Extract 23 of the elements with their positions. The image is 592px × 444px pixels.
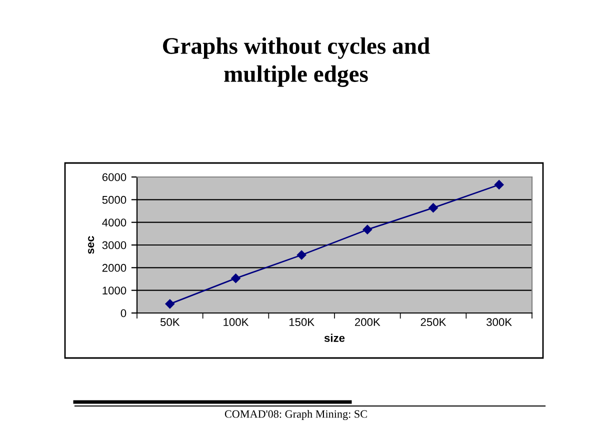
x-tick-label: 300K xyxy=(486,318,512,326)
x-tick-label: 250K xyxy=(420,318,446,326)
y-tick-label: 5000 xyxy=(102,196,126,204)
x-tick-label: 100K xyxy=(224,318,249,326)
x-axis-title: size xyxy=(324,334,345,342)
text: COMAD'08: Graph Mining: SC xyxy=(224,410,367,420)
point xyxy=(296,250,306,260)
point xyxy=(165,299,175,309)
chart-title: Graphs without cycles and multiple edges xyxy=(163,37,430,87)
point xyxy=(494,180,504,190)
y-tick-label: 1000 xyxy=(102,286,126,294)
y-tick-label: 2000 xyxy=(102,264,126,272)
point xyxy=(362,224,372,234)
x-tick-label: 200K xyxy=(355,318,380,326)
point xyxy=(428,203,438,212)
x-tick-label: 50K xyxy=(160,318,180,326)
y-tick-label: 3000 xyxy=(102,241,126,250)
y-tick-label: 0 xyxy=(120,309,126,318)
y-axis-title: sec xyxy=(88,236,94,254)
x-tick-label: 150K xyxy=(289,318,314,326)
y-tick-label: 4000 xyxy=(102,218,126,226)
point xyxy=(231,274,240,283)
y-tick-label: 6000 xyxy=(102,173,126,182)
